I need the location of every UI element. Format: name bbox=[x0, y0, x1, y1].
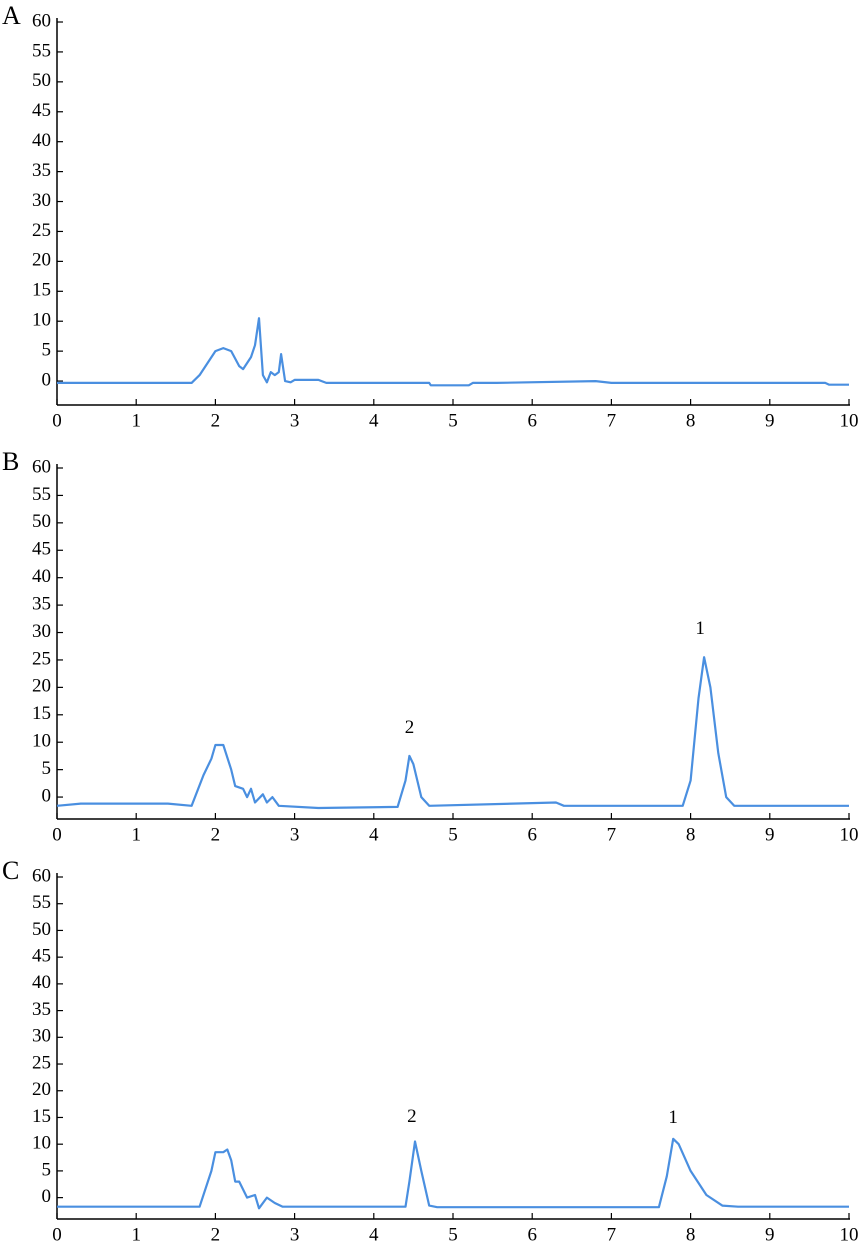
x-tick-label: 5 bbox=[448, 824, 458, 845]
x-tick-label: 4 bbox=[369, 1224, 379, 1245]
x-tick-label: 1 bbox=[131, 1224, 141, 1245]
x-tick-label: 6 bbox=[527, 1224, 537, 1245]
x-tick-label: 1 bbox=[131, 410, 141, 431]
y-tick-label: 0 bbox=[42, 785, 52, 806]
y-tick-label: 35 bbox=[32, 160, 51, 181]
y-tick-label: 45 bbox=[32, 539, 51, 560]
x-tick-label: 6 bbox=[527, 824, 537, 845]
x-tick-label: 9 bbox=[765, 410, 775, 431]
data-line bbox=[57, 1137, 849, 1210]
x-tick-label: 10 bbox=[840, 1224, 859, 1245]
x-tick-label: 9 bbox=[765, 824, 775, 845]
panel-label: C bbox=[2, 856, 19, 885]
x-tick-label: 10 bbox=[840, 824, 859, 845]
data-line bbox=[56, 656, 849, 810]
x-tick-label: 1 bbox=[131, 824, 141, 845]
y-tick-label: 20 bbox=[32, 250, 51, 271]
y-tick-label: 55 bbox=[32, 892, 51, 913]
data-line bbox=[57, 317, 849, 387]
panel-label: B bbox=[2, 447, 19, 476]
y-tick-label: 25 bbox=[32, 648, 51, 669]
y-tick-label: 0 bbox=[42, 369, 52, 390]
y-tick-label: 0 bbox=[42, 1186, 52, 1207]
x-tick-label: 8 bbox=[686, 410, 696, 431]
y-tick-label: 40 bbox=[32, 130, 51, 151]
peak-label: 2 bbox=[407, 1106, 417, 1127]
y-tick-label: 60 bbox=[32, 456, 51, 477]
x-tick-label: 3 bbox=[290, 410, 300, 431]
y-tick-label: 40 bbox=[32, 972, 51, 993]
y-tick-label: 55 bbox=[32, 484, 51, 505]
y-tick-label: 45 bbox=[32, 946, 51, 967]
y-tick-label: 45 bbox=[32, 100, 51, 121]
y-tick-label: 25 bbox=[32, 1052, 51, 1073]
x-tick-label: 6 bbox=[527, 410, 537, 431]
x-tick-label: 5 bbox=[448, 1224, 458, 1245]
y-tick-label: 20 bbox=[32, 676, 51, 697]
x-tick-label: 9 bbox=[765, 1224, 775, 1245]
y-tick-label: 40 bbox=[32, 566, 51, 587]
y-tick-label: 60 bbox=[32, 865, 51, 886]
y-tick-label: 30 bbox=[32, 621, 51, 642]
x-tick-label: 3 bbox=[290, 824, 300, 845]
x-tick-label: 3 bbox=[290, 1224, 300, 1245]
y-tick-label: 50 bbox=[32, 70, 51, 91]
x-tick-label: 4 bbox=[369, 410, 379, 431]
x-tick-label: 7 bbox=[607, 824, 617, 845]
y-tick-label: 35 bbox=[32, 999, 51, 1020]
peak-label: 1 bbox=[695, 618, 705, 639]
x-tick-label: 8 bbox=[686, 824, 696, 845]
y-tick-label: 15 bbox=[32, 703, 51, 724]
panel-label: A bbox=[2, 1, 21, 30]
y-tick-label: 30 bbox=[32, 190, 51, 211]
x-tick-label: 8 bbox=[686, 1224, 696, 1245]
y-tick-label: 35 bbox=[32, 593, 51, 614]
x-tick-label: 7 bbox=[607, 410, 617, 431]
y-tick-label: 25 bbox=[32, 220, 51, 241]
y-tick-label: 10 bbox=[32, 731, 51, 752]
y-tick-label: 15 bbox=[32, 280, 51, 301]
y-tick-label: 50 bbox=[32, 511, 51, 532]
x-tick-label: 2 bbox=[211, 410, 221, 431]
peak-label: 1 bbox=[668, 1107, 678, 1128]
y-tick-label: 5 bbox=[42, 758, 52, 779]
x-tick-label: 5 bbox=[448, 410, 458, 431]
x-tick-label: 0 bbox=[52, 824, 62, 845]
y-tick-label: 55 bbox=[32, 40, 51, 61]
y-tick-label: 5 bbox=[42, 340, 52, 361]
y-tick-label: 30 bbox=[32, 1026, 51, 1047]
x-tick-label: 0 bbox=[52, 410, 62, 431]
x-tick-label: 2 bbox=[211, 1224, 221, 1245]
y-tick-label: 50 bbox=[32, 919, 51, 940]
y-tick-label: 60 bbox=[32, 10, 51, 31]
y-tick-label: 5 bbox=[42, 1159, 52, 1180]
y-tick-label: 20 bbox=[32, 1079, 51, 1100]
x-tick-label: 2 bbox=[211, 824, 221, 845]
x-tick-label: 7 bbox=[607, 1224, 617, 1245]
x-tick-label: 0 bbox=[52, 1224, 62, 1245]
y-tick-label: 15 bbox=[32, 1106, 51, 1127]
y-tick-label: 10 bbox=[32, 1133, 51, 1154]
y-tick-label: 10 bbox=[32, 310, 51, 331]
x-tick-label: 10 bbox=[840, 410, 859, 431]
x-tick-label: 4 bbox=[369, 824, 379, 845]
peak-label: 2 bbox=[405, 717, 415, 738]
